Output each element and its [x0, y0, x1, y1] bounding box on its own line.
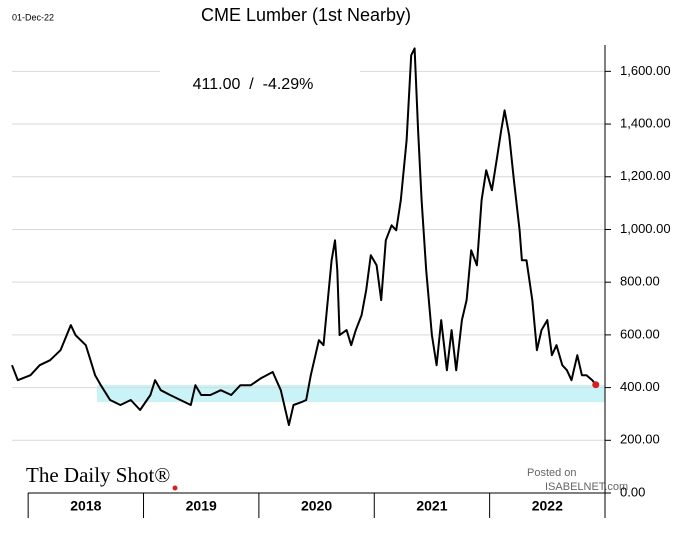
annotation-box: [160, 62, 360, 110]
x-tick-label: 2018: [70, 498, 101, 514]
under-layer: [12, 70, 605, 441]
date-label: 01-Dec-22: [12, 12, 54, 22]
y-tick-label: 200.00: [620, 432, 660, 447]
price-line: [11, 47, 597, 426]
chart-title: CME Lumber (1st Nearby): [201, 5, 411, 25]
x-tick-label: 2019: [186, 498, 217, 514]
y-tick-label: 1,600.00: [620, 63, 671, 78]
highlight-band: [97, 384, 605, 403]
y-tick-label: 800.00: [620, 274, 660, 289]
y-tick-label: 600.00: [620, 326, 660, 341]
y-tick-label: 0.00: [620, 484, 645, 499]
source-logo: The Daily Shot®: [26, 463, 170, 487]
credit-line-2: ISABELNET.com: [545, 481, 628, 493]
x-tick-label: 2021: [416, 498, 447, 514]
y-tick-label: 1,400.00: [620, 115, 671, 130]
x-tick-label: 2020: [301, 498, 332, 514]
x-tick-label: 2022: [532, 498, 563, 514]
y-tick-label: 1,000.00: [620, 221, 671, 236]
y-tick-label: 1,200.00: [620, 168, 671, 183]
annotation: 411.00 / -4.29%: [193, 76, 314, 93]
logo-dot: [172, 485, 178, 491]
y-tick-label: 400.00: [620, 379, 660, 394]
last-point: [592, 381, 600, 389]
credit-line-1: Posted on: [527, 467, 577, 479]
